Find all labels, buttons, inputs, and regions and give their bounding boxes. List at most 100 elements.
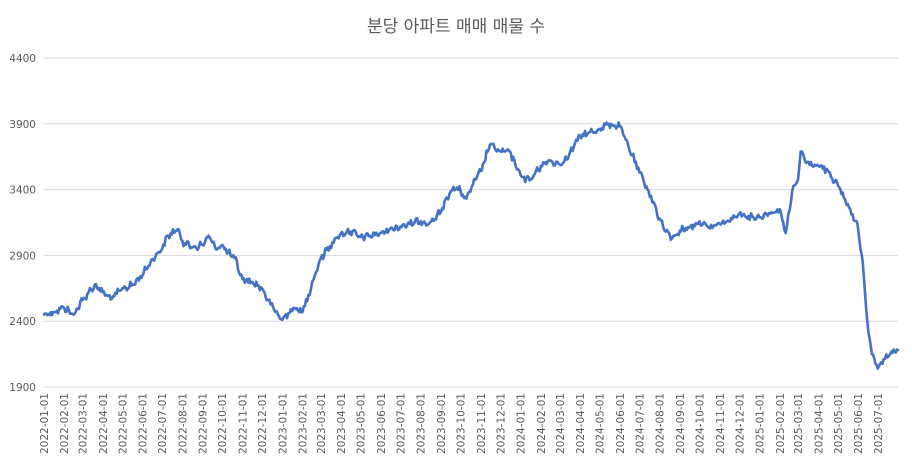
- data-point: [877, 367, 879, 370]
- data-point: [897, 349, 899, 351]
- data-point: [446, 196, 448, 199]
- x-tick-label: 2023-06-01: [376, 393, 388, 454]
- x-tick-label: 2023-10-01: [456, 393, 468, 454]
- data-point: [314, 274, 316, 276]
- data-point: [465, 198, 468, 200]
- data-point: [81, 299, 84, 301]
- data-point: [647, 190, 650, 192]
- data-point: [151, 258, 153, 260]
- data-point: [625, 138, 627, 141]
- data-point: [671, 237, 673, 239]
- y-tick-label: 3400: [9, 185, 36, 197]
- data-point: [214, 246, 216, 249]
- data-point: [273, 310, 276, 312]
- x-tick-label: 2022-04-01: [98, 393, 110, 454]
- x-tick-label: 2022-07-01: [157, 393, 169, 454]
- x-tick-label: 2023-08-01: [416, 393, 428, 454]
- x-tick-label: 2023-12-01: [495, 393, 507, 454]
- data-point: [758, 216, 761, 218]
- data-point: [559, 163, 561, 166]
- data-point: [409, 223, 411, 225]
- x-tick-label: 2025-07-01: [873, 393, 885, 454]
- data-point: [102, 291, 104, 293]
- data-point: [779, 208, 781, 210]
- data-point: [591, 131, 594, 133]
- data-point: [130, 285, 133, 287]
- data-point: [281, 319, 283, 321]
- x-tick-label: 2022-09-01: [198, 393, 210, 454]
- x-tick-label: 2024-08-01: [655, 393, 667, 454]
- data-point: [420, 220, 422, 222]
- x-tick-label: 2022-11-01: [237, 393, 249, 454]
- x-tick-label: 2024-10-01: [695, 393, 707, 454]
- data-point: [480, 170, 482, 172]
- data-point: [181, 240, 184, 242]
- data-point: [688, 227, 690, 229]
- x-tick-label: 2024-01-01: [516, 393, 528, 454]
- data-point: [294, 307, 296, 309]
- x-tick-label: 2023-04-01: [336, 393, 348, 454]
- data-point: [261, 287, 263, 289]
- data-point: [141, 274, 144, 276]
- y-tick-label: 2400: [9, 316, 36, 328]
- data-point: [862, 261, 864, 263]
- x-tick-label: 2024-02-01: [536, 393, 548, 454]
- x-tick-label: 2022-10-01: [217, 393, 229, 454]
- data-point: [63, 307, 65, 309]
- data-point: [190, 246, 193, 249]
- data-point: [94, 283, 96, 285]
- data-point: [489, 144, 491, 146]
- x-tick-label: 2022-06-01: [138, 393, 150, 454]
- x-tick-label: 2023-07-01: [395, 393, 407, 454]
- data-point: [301, 311, 304, 313]
- data-point: [452, 186, 454, 188]
- data-point: [349, 231, 351, 233]
- data-point: [287, 312, 289, 314]
- x-tick-label: 2022-02-01: [59, 393, 71, 454]
- data-point: [251, 281, 253, 283]
- data-point: [708, 227, 710, 229]
- data-point: [659, 217, 661, 220]
- y-tick-label: 2900: [9, 250, 36, 262]
- x-tick-label: 2023-03-01: [316, 393, 328, 454]
- data-point: [797, 178, 799, 180]
- x-tick-label: 2022-12-01: [257, 393, 269, 454]
- data-point: [837, 185, 839, 187]
- x-tick-label: 2025-06-01: [853, 393, 865, 454]
- x-tick-label: 2024-07-01: [634, 393, 646, 454]
- data-point: [843, 196, 845, 199]
- data-point: [227, 252, 229, 254]
- data-point: [320, 257, 322, 259]
- data-point: [472, 183, 474, 185]
- data-point: [599, 128, 601, 130]
- x-tick-label: 2022-03-01: [78, 393, 90, 454]
- data-point: [849, 208, 851, 210]
- data-point: [508, 150, 511, 153]
- data-point: [369, 235, 371, 237]
- data-point: [520, 174, 522, 176]
- y-axis-ticks: 1900 2400 2900 3400 3900 4400: [9, 53, 36, 394]
- data-point: [631, 154, 633, 156]
- data-point: [267, 299, 269, 301]
- data-point: [826, 169, 829, 171]
- x-tick-label: 2025-03-01: [793, 393, 805, 454]
- x-tick-label: 2023-02-01: [298, 393, 310, 454]
- data-point: [241, 278, 244, 280]
- data-point: [43, 314, 45, 316]
- data-point: [785, 232, 787, 234]
- data-point: [619, 125, 621, 128]
- data-point: [738, 212, 740, 214]
- data-point: [866, 320, 868, 322]
- x-tick-label: 2024-03-01: [555, 393, 567, 454]
- data-point: [429, 221, 431, 224]
- y-tick-label: 1900: [9, 382, 36, 394]
- x-tick-label: 2025-05-01: [833, 393, 845, 454]
- data-point: [221, 244, 223, 246]
- data-point: [389, 228, 391, 230]
- data-point: [608, 123, 610, 125]
- x-tick-label: 2024-12-01: [734, 393, 746, 454]
- data-point: [329, 245, 331, 247]
- data-point: [121, 287, 123, 289]
- data-point: [768, 212, 770, 214]
- data-point: [664, 231, 667, 233]
